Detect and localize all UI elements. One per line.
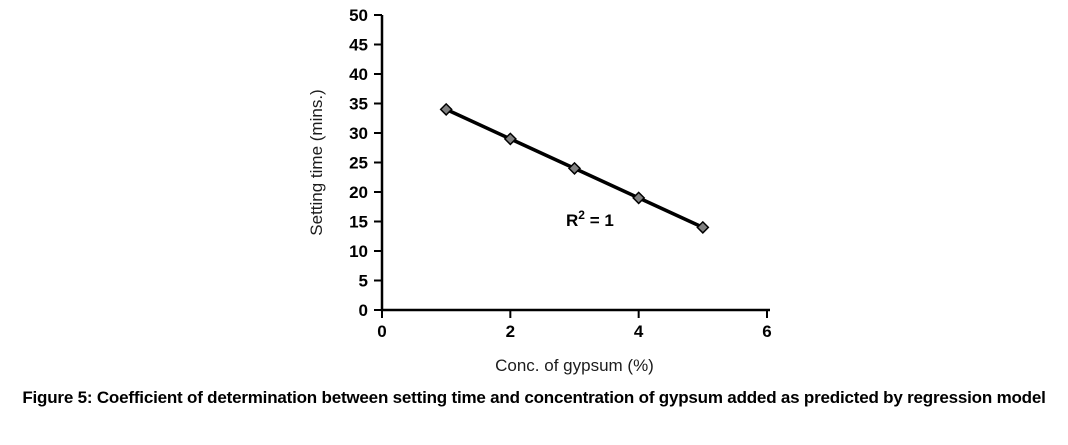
x-axis-tick-label: 2: [506, 322, 515, 341]
y-axis-tick-label: 30: [349, 124, 368, 143]
y-axis-tick-label: 15: [349, 213, 368, 232]
x-axis-tick-label: 6: [762, 322, 771, 341]
y-axis-tick-label: 20: [349, 183, 368, 202]
data-point-marker: [439, 102, 453, 116]
axes-lines: [380, 15, 770, 312]
chart-canvas: 0 5 10 15 20 25 30 35 40 45 50 0 2 4 6 Setting time (mi…: [307, 6, 772, 375]
y-axis-tick-label: 50: [349, 6, 368, 25]
x-axis-title: Conc. of gypsum (%): [495, 356, 654, 375]
y-axis-tick-label: 35: [349, 95, 368, 114]
data-point-marker: [632, 191, 646, 205]
r-squared-annotation: R2 = 1: [566, 208, 614, 230]
data-point-marker: [503, 132, 517, 146]
y-axis-title: Setting time (mins.): [307, 89, 326, 235]
data-point-marker: [696, 220, 710, 234]
figure-caption: Figure 5: Coefficient of determination b…: [22, 388, 1046, 407]
y-axis-tick-label: 0: [359, 301, 368, 320]
y-axis-tick-label: 10: [349, 242, 368, 261]
y-axis-tick-label: 5: [359, 272, 368, 291]
x-axis-tick-label: 0: [377, 322, 386, 341]
y-axis-tick-label: 25: [349, 154, 368, 173]
data-point-marker: [567, 161, 582, 175]
y-axis-tick-label: 45: [349, 36, 368, 55]
x-axis-tick-label: 4: [634, 322, 644, 341]
y-axis-tick-label: 40: [349, 65, 368, 84]
